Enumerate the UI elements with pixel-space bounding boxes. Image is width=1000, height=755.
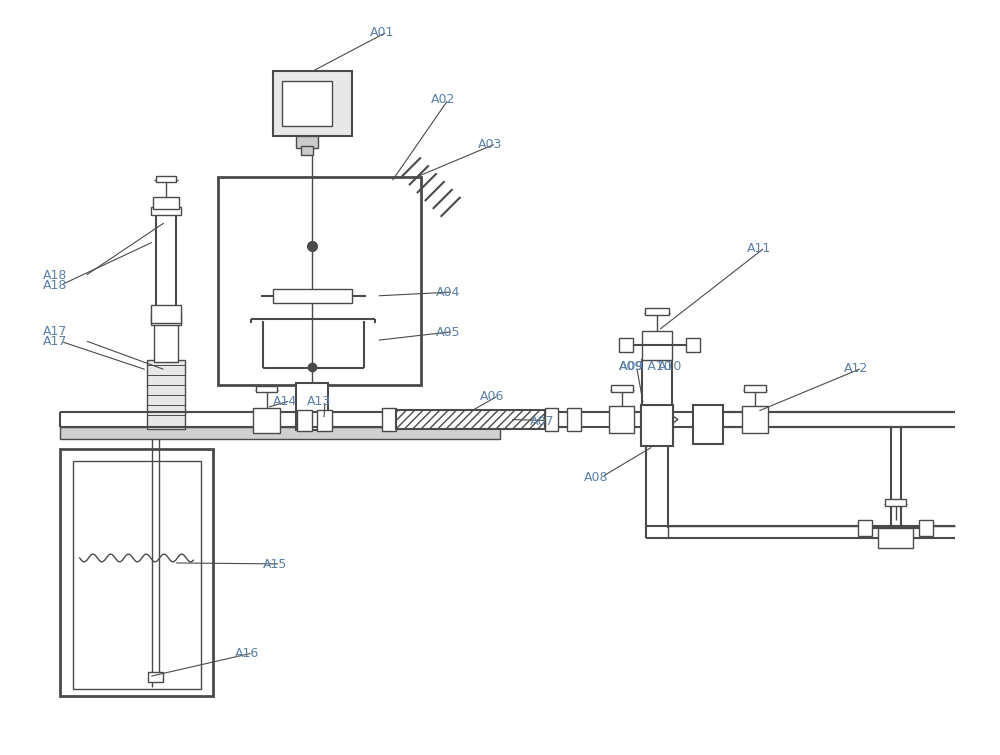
Text: A05: A05 bbox=[436, 325, 460, 338]
Bar bbox=[396, 410, 545, 430]
Bar bbox=[878, 528, 913, 548]
Bar bbox=[609, 405, 634, 433]
Bar bbox=[641, 405, 673, 434]
Bar bbox=[545, 408, 558, 431]
Bar bbox=[382, 408, 396, 431]
Bar bbox=[273, 72, 352, 136]
Text: A09 A10: A09 A10 bbox=[619, 360, 671, 373]
Bar bbox=[619, 338, 633, 353]
Text: A01: A01 bbox=[369, 26, 394, 39]
Polygon shape bbox=[666, 411, 678, 427]
Bar bbox=[256, 386, 277, 392]
Text: A07: A07 bbox=[530, 414, 554, 427]
Bar bbox=[273, 289, 352, 303]
Bar bbox=[154, 321, 178, 362]
Text: A15: A15 bbox=[263, 558, 287, 571]
Bar bbox=[296, 136, 318, 147]
Bar bbox=[317, 410, 332, 431]
Bar bbox=[147, 360, 185, 430]
Bar bbox=[641, 405, 673, 446]
Text: A09: A09 bbox=[619, 360, 643, 373]
Text: A18: A18 bbox=[43, 269, 67, 282]
Text: A14: A14 bbox=[273, 395, 297, 408]
Text: A17: A17 bbox=[43, 335, 67, 349]
Bar bbox=[151, 313, 181, 325]
Bar bbox=[567, 408, 581, 431]
Bar bbox=[151, 305, 181, 322]
Bar bbox=[153, 197, 179, 209]
Bar bbox=[218, 177, 421, 385]
Text: A02: A02 bbox=[431, 93, 455, 106]
Text: A12: A12 bbox=[844, 362, 868, 375]
Bar bbox=[686, 338, 700, 353]
Bar bbox=[742, 405, 768, 433]
Bar bbox=[60, 427, 500, 439]
Text: A13: A13 bbox=[307, 395, 331, 408]
Bar bbox=[148, 672, 163, 682]
Bar bbox=[301, 146, 313, 156]
Bar bbox=[156, 212, 176, 311]
Text: A03: A03 bbox=[478, 137, 503, 151]
Bar bbox=[645, 308, 669, 315]
Bar bbox=[151, 207, 181, 215]
Bar bbox=[885, 498, 906, 506]
Text: A04: A04 bbox=[436, 286, 460, 299]
Bar bbox=[642, 331, 672, 360]
Bar bbox=[858, 520, 872, 536]
Bar bbox=[60, 449, 213, 696]
Text: A16: A16 bbox=[235, 647, 259, 660]
Bar bbox=[919, 520, 933, 536]
Text: A10: A10 bbox=[658, 360, 683, 373]
Bar bbox=[282, 82, 332, 126]
Bar bbox=[642, 360, 672, 405]
Bar bbox=[253, 408, 280, 433]
Text: A18: A18 bbox=[43, 279, 67, 292]
Bar bbox=[744, 385, 766, 392]
Bar bbox=[73, 461, 201, 689]
Bar bbox=[297, 410, 312, 431]
Text: A08: A08 bbox=[584, 471, 609, 484]
Text: A06: A06 bbox=[480, 390, 505, 403]
Bar bbox=[611, 385, 633, 392]
Bar bbox=[156, 176, 176, 182]
Text: A17: A17 bbox=[43, 325, 67, 338]
Bar bbox=[693, 405, 723, 444]
Bar bbox=[296, 383, 328, 430]
Text: A11: A11 bbox=[747, 242, 771, 254]
